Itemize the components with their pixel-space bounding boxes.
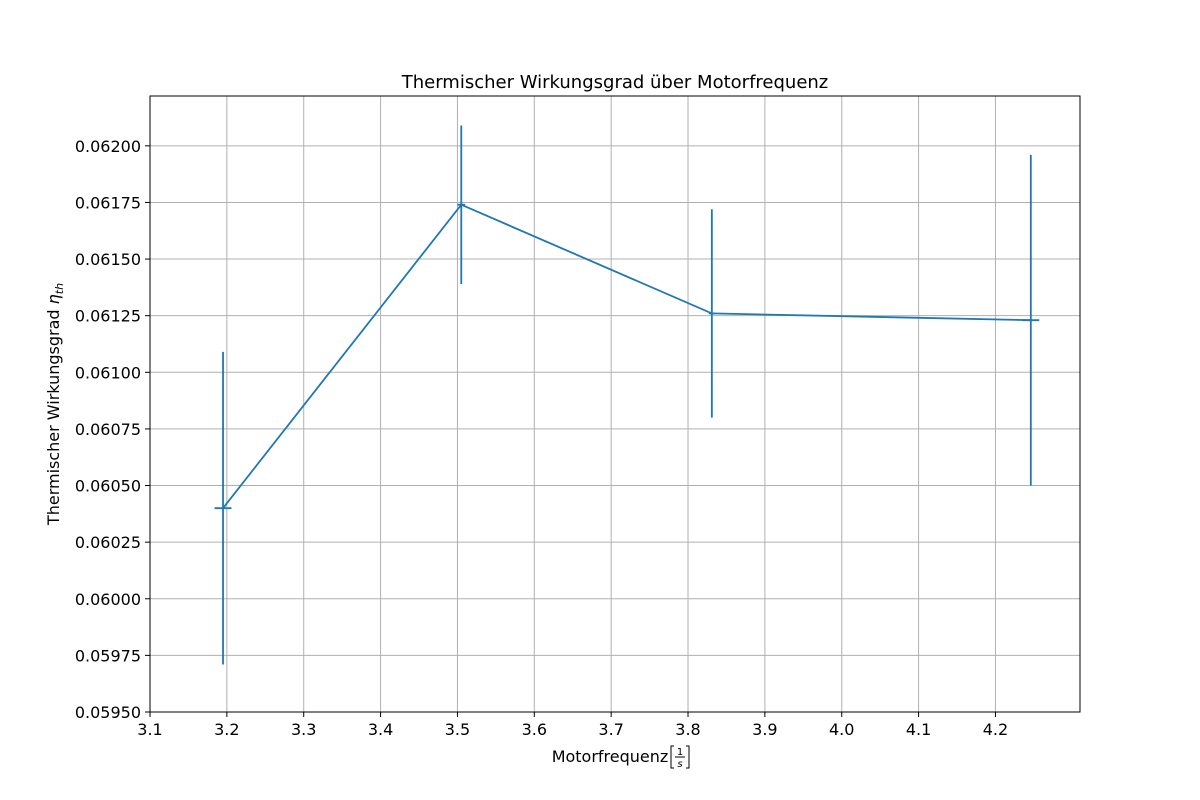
x-tick-label: 4.0 [829, 720, 854, 739]
y-tick-label: 0.06000 [75, 590, 141, 609]
x-tick-label: 3.8 [675, 720, 700, 739]
x-axis-unit-denominator: s [677, 759, 682, 770]
x-tick-label: 3.9 [752, 720, 777, 739]
y-tick-label: 0.06075 [75, 420, 141, 439]
x-tick-label: 4.2 [983, 720, 1008, 739]
chart-title: Thermischer Wirkungsgrad über Motorfrequ… [401, 72, 829, 93]
x-tick-label: 3.5 [445, 720, 470, 739]
x-axis-unit-fraction: 1 s [670, 745, 690, 770]
x-tick-label: 3.3 [291, 720, 316, 739]
plot-area-frame [149, 95, 1081, 713]
x-axis-unit-numerator: 1 [677, 747, 683, 758]
y-tick-label: 0.05975 [75, 646, 141, 665]
y-tick-label: 0.06175 [75, 193, 141, 212]
y-tick-label: 0.06100 [75, 363, 141, 382]
y-axis-label: Thermischer Wirkungsgrad ηth [44, 283, 66, 526]
data-series [214, 125, 1040, 665]
x-tick-label: 3.2 [214, 720, 239, 739]
y-tick-label: 0.06125 [75, 307, 141, 326]
y-tick-label: 0.06150 [75, 250, 141, 269]
x-tick-label: 3.1 [137, 720, 162, 739]
y-axis-label-subscript: th [53, 283, 66, 294]
y-axis-label-text: Thermischer Wirkungsgrad [44, 304, 63, 526]
x-tick-label: 3.7 [598, 720, 623, 739]
series-line [222, 203, 1031, 509]
x-tick-label: 3.4 [368, 720, 393, 739]
x-axis-label: Motorfrequenz [552, 747, 669, 766]
y-axis-ticks: 0.05950 0.05975 0.06000 0.06025 0.06050 0.060… [75, 137, 150, 722]
y-axis-label-symbol: η [44, 294, 63, 304]
y-tick-label: 0.06025 [75, 533, 141, 552]
y-tick-label: 0.05950 [75, 703, 141, 722]
grid [149, 96, 1080, 713]
x-axis-ticks: 3.1 3.2 3.3 3.4 3.5 3.6 3.7 3.8 3.9 4.0 4.1 4.2 [137, 712, 1008, 739]
x-tick-label: 4.1 [906, 720, 931, 739]
x-tick-label: 3.6 [522, 720, 547, 739]
x-axis-label-text: Motorfrequenz [552, 747, 669, 766]
y-tick-label: 0.06200 [75, 137, 141, 156]
y-tick-label: 0.06050 [75, 477, 141, 496]
